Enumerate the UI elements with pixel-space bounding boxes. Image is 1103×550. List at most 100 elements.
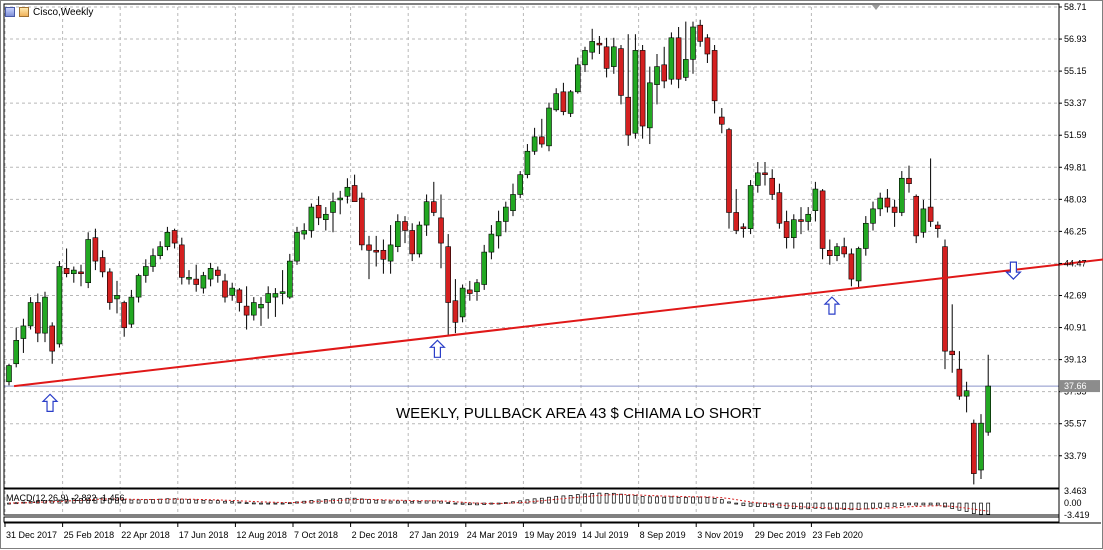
- macd-histogram-bar: [799, 502, 803, 510]
- macd-histogram-bar: [201, 499, 206, 504]
- candle: [445, 234, 452, 335]
- candle: [186, 270, 192, 285]
- candle-body-bear: [78, 271, 84, 275]
- macd-histogram-bar: [93, 497, 98, 504]
- candle-body-bull: [877, 197, 884, 210]
- macd-histogram-bar: [979, 502, 983, 515]
- candle: [898, 171, 905, 217]
- macd-histogram-bar: [842, 502, 847, 510]
- macd-histogram-bar: [251, 502, 256, 505]
- candle: [438, 194, 444, 269]
- candle: [920, 199, 927, 238]
- candle: [272, 288, 279, 317]
- macd-histogram-bar: [367, 499, 371, 504]
- candle-body-bull: [186, 277, 192, 280]
- macd-histogram-bar: [230, 501, 235, 504]
- arrow-down-icon: [1004, 261, 1022, 280]
- candle: [668, 32, 675, 85]
- candle: [179, 237, 185, 285]
- macd-histogram-bar: [835, 502, 839, 510]
- candle: [488, 225, 495, 260]
- candle-body-bull: [20, 325, 27, 339]
- macd-histogram-bar: [719, 499, 724, 504]
- candle: [654, 54, 660, 105]
- macd-y-tick-label: -3.419: [1064, 510, 1090, 520]
- candle-body-bull: [805, 213, 812, 222]
- candle-body-bull: [985, 385, 992, 433]
- candle: [34, 293, 41, 343]
- candle-body-bear: [718, 116, 725, 125]
- candle-body-bear: [618, 48, 624, 96]
- macd-histogram-bar: [892, 502, 897, 507]
- window-icon[interactable]: [5, 7, 15, 17]
- candle: [56, 261, 63, 348]
- candle: [711, 44, 718, 114]
- candle: [85, 232, 91, 289]
- candle: [330, 192, 336, 233]
- x-tick-label: 22 Apr 2018: [121, 530, 170, 540]
- candle: [596, 35, 603, 55]
- candle-body-bear: [769, 177, 776, 195]
- candle-body-bear: [445, 246, 452, 303]
- macd-histogram-bar: [331, 498, 335, 504]
- candle: [891, 199, 898, 227]
- macd-histogram-bar: [698, 496, 703, 504]
- candle: [848, 248, 855, 287]
- candle: [718, 108, 725, 134]
- current-price-box: [1060, 380, 1100, 393]
- macd-histogram-bar: [395, 500, 400, 504]
- candle-body-bull: [963, 390, 970, 397]
- candle-body-bull: [690, 26, 696, 60]
- candle-body-bear: [171, 230, 178, 244]
- x-tick-label: 17 Jun 2018: [179, 530, 229, 540]
- candle: [870, 201, 876, 231]
- candle-body-bull: [502, 206, 509, 222]
- candle-body-bull: [531, 136, 538, 152]
- candle: [697, 19, 704, 47]
- candle-body-bear: [380, 249, 387, 260]
- macd-histogram-bar: [885, 502, 890, 508]
- candle-body-bull: [143, 266, 149, 276]
- candle: [913, 194, 920, 244]
- candle-body-bull: [654, 66, 660, 85]
- candle-body-bull: [265, 293, 272, 303]
- macd-histogram-bar: [280, 502, 285, 505]
- candle-body-bear: [625, 96, 632, 136]
- chart-icon[interactable]: [19, 7, 29, 17]
- candle: [78, 264, 84, 287]
- candle: [661, 46, 668, 89]
- candle: [646, 66, 653, 145]
- macd-histogram-bar: [669, 496, 674, 504]
- macd-histogram-bar: [151, 499, 155, 504]
- candle-body-bear: [942, 246, 948, 352]
- candle: [560, 82, 567, 116]
- macd-histogram-bar: [172, 498, 177, 504]
- candle-body-bull: [524, 150, 531, 175]
- macd-histogram-bar: [568, 495, 573, 504]
- candle-body-bear: [783, 221, 790, 238]
- candle: [337, 190, 344, 215]
- candle: [949, 304, 956, 373]
- candle: [157, 241, 163, 260]
- candle-body-bear: [639, 50, 646, 127]
- candle-body-bear: [179, 244, 185, 278]
- candle: [963, 381, 970, 413]
- candle: [459, 284, 466, 323]
- candle-body-bull: [164, 231, 171, 247]
- y-tick-label: 53.37: [1064, 98, 1087, 108]
- candle-body-bull: [582, 50, 588, 66]
- current-price-label: 37.66: [1064, 381, 1087, 391]
- candle: [71, 266, 77, 283]
- candle-body-bull: [56, 266, 63, 345]
- candle: [373, 235, 380, 267]
- candle: [171, 228, 178, 249]
- macd-histogram-bar: [655, 496, 659, 504]
- candle-body-bear: [697, 24, 704, 42]
- candle-body-bull: [567, 91, 574, 114]
- candle-body-bull: [135, 275, 142, 298]
- macd-histogram-bar: [561, 495, 566, 504]
- candle-body-bull: [322, 213, 329, 220]
- candle: [107, 268, 113, 310]
